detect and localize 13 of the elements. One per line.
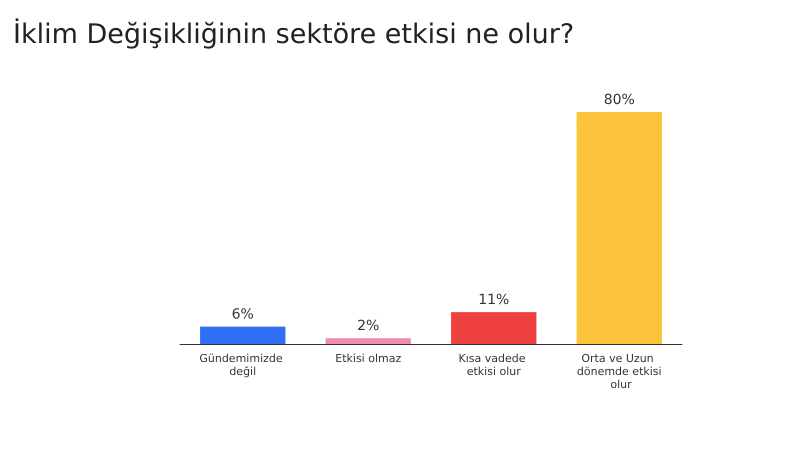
x-tick-label: Gündemimizde değil bbox=[199, 352, 286, 378]
x-tick-label: Etkisi olmaz bbox=[335, 352, 402, 365]
data-label: 80% bbox=[604, 92, 635, 108]
bar bbox=[451, 312, 536, 344]
x-tick-label: Orta ve Uzun dönemde etkisi olur bbox=[576, 352, 662, 391]
bar bbox=[576, 112, 662, 344]
bar bbox=[200, 326, 286, 344]
data-label: 2% bbox=[357, 318, 380, 334]
bar bbox=[326, 338, 411, 344]
data-label: 6% bbox=[232, 306, 254, 323]
x-tick-label: Kısa vadede etkisi olur bbox=[458, 352, 529, 378]
chart-title: İklim Değişikliğinin sektöre etkisi ne olur? bbox=[13, 18, 574, 50]
data-label: 11% bbox=[478, 292, 510, 308]
